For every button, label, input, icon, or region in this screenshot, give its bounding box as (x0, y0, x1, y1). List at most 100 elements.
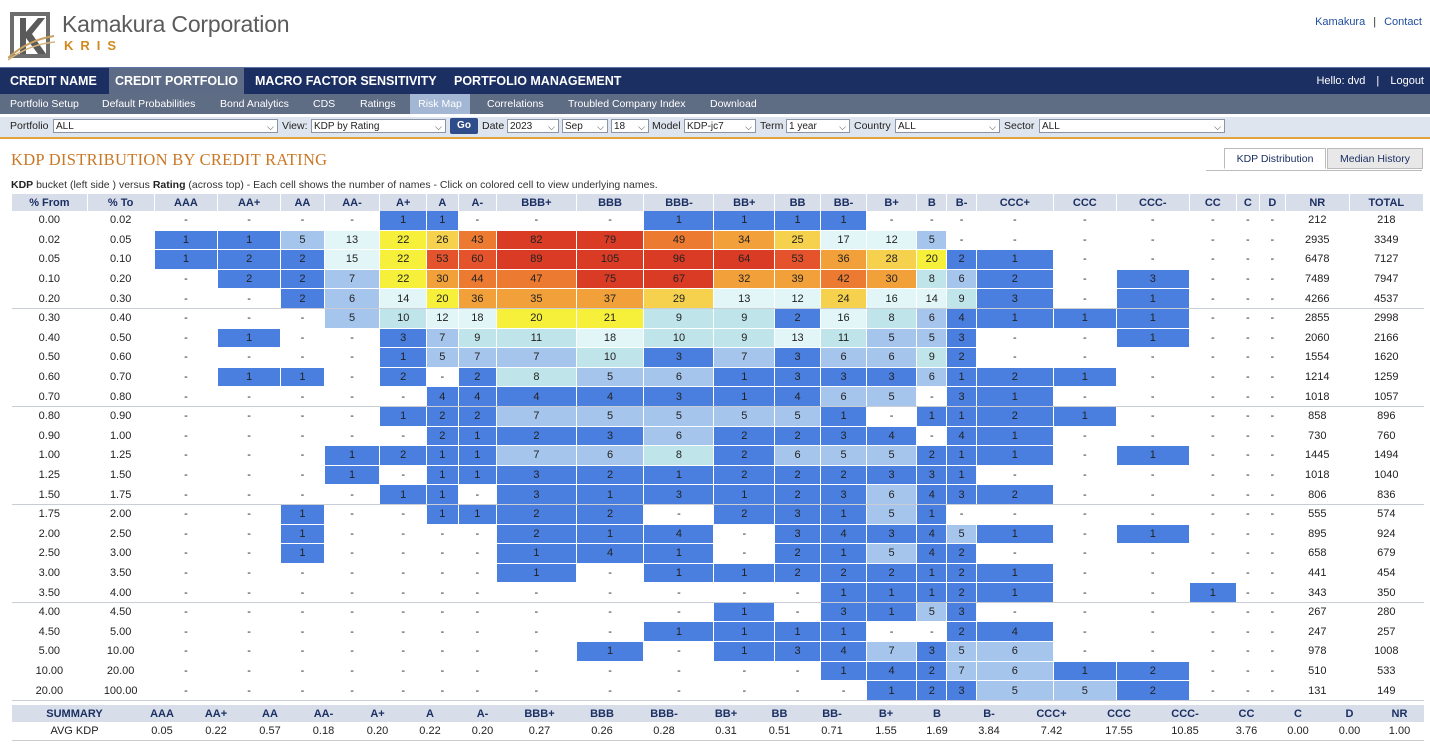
rating-count-cell[interactable]: 1 (820, 211, 868, 231)
subnav-cds[interactable]: CDS (313, 98, 336, 110)
rating-count-cell[interactable]: 5 (426, 347, 459, 368)
rating-count-cell[interactable]: 9 (643, 308, 715, 329)
rating-count-cell[interactable]: 16 (866, 288, 918, 309)
rating-count-cell[interactable]: 1 (458, 504, 498, 525)
rating-count-cell[interactable]: 4 (458, 386, 498, 407)
rating-count-cell[interactable]: 2 (946, 543, 977, 564)
rating-count-cell[interactable]: 1 (976, 582, 1055, 603)
date-day-select[interactable]: 18 ⌵ (611, 119, 649, 133)
rating-count-cell[interactable]: 1 (379, 484, 428, 505)
rating-count-cell[interactable]: 3 (576, 426, 645, 447)
rating-count-cell[interactable]: 43 (458, 230, 498, 251)
date-year-select[interactable]: 2023 ⌵ (507, 119, 559, 133)
rating-count-cell[interactable]: 2 (774, 484, 822, 505)
rating-count-cell[interactable]: 2 (280, 288, 325, 309)
rating-count-cell[interactable]: 7 (458, 347, 498, 368)
rating-count-cell[interactable]: 3 (1116, 269, 1190, 290)
rating-count-cell[interactable]: 2 (217, 249, 281, 270)
rating-count-cell[interactable]: 1 (1116, 308, 1190, 329)
rating-count-cell[interactable]: 4 (866, 661, 918, 682)
rating-count-cell[interactable]: 2 (774, 563, 822, 584)
rating-count-cell[interactable]: 1 (916, 406, 948, 427)
sector-select[interactable]: ALL ⌵ (1039, 119, 1225, 133)
rating-count-cell[interactable]: 6 (643, 426, 715, 447)
rating-count-cell[interactable]: 18 (458, 308, 498, 329)
rating-count-cell[interactable]: 13 (713, 288, 776, 309)
rating-count-cell[interactable]: 2 (1116, 661, 1190, 682)
rating-count-cell[interactable]: 1 (1053, 367, 1117, 388)
rating-count-cell[interactable]: 2 (426, 406, 459, 427)
rating-count-cell[interactable]: 1 (576, 484, 645, 505)
rating-count-cell[interactable]: 20 (496, 308, 577, 329)
rating-count-cell[interactable]: 3 (866, 367, 918, 388)
rating-count-cell[interactable]: 1 (916, 563, 948, 584)
rating-count-cell[interactable]: 6 (866, 347, 918, 368)
rating-count-cell[interactable]: 1 (379, 347, 428, 368)
rating-count-cell[interactable]: 2 (976, 406, 1055, 427)
rating-count-cell[interactable]: 20 (426, 288, 459, 309)
rating-count-cell[interactable]: 2 (1116, 680, 1190, 701)
rating-count-cell[interactable]: 1 (426, 504, 459, 525)
rating-count-cell[interactable]: 1 (280, 543, 325, 564)
rating-count-cell[interactable]: 5 (946, 641, 977, 662)
rating-count-cell[interactable]: 5 (576, 406, 645, 427)
rating-count-cell[interactable]: 2 (774, 426, 822, 447)
rating-count-cell[interactable]: 1 (643, 621, 715, 643)
rating-count-cell[interactable]: 1 (774, 211, 822, 231)
rating-count-cell[interactable]: 9 (458, 328, 498, 349)
rating-count-cell[interactable]: 1 (280, 367, 325, 388)
rating-count-cell[interactable]: 2 (916, 445, 948, 466)
rating-count-cell[interactable]: 1 (1116, 288, 1190, 309)
term-select[interactable]: 1 year ⌵ (786, 119, 850, 133)
rating-count-cell[interactable]: 3 (946, 484, 977, 505)
rating-count-cell[interactable]: 37 (576, 288, 645, 309)
rating-count-cell[interactable]: 26 (426, 230, 459, 251)
rating-count-cell[interactable]: 1 (946, 445, 977, 466)
rating-count-cell[interactable]: 18 (576, 328, 645, 349)
rating-count-cell[interactable]: 5 (280, 230, 325, 251)
rating-count-cell[interactable]: 39 (774, 269, 822, 290)
rating-count-cell[interactable]: 3 (643, 386, 715, 407)
rating-count-cell[interactable]: 2 (774, 543, 822, 564)
rating-count-cell[interactable]: 4 (820, 641, 868, 662)
rating-count-cell[interactable]: 1 (217, 230, 281, 251)
rating-count-cell[interactable]: 2 (496, 426, 577, 447)
subnav-download[interactable]: Download (710, 98, 757, 110)
rating-count-cell[interactable]: 9 (916, 347, 948, 368)
rating-count-cell[interactable]: 2 (217, 269, 281, 290)
rating-count-cell[interactable]: 44 (458, 269, 498, 290)
rating-count-cell[interactable]: 8 (916, 269, 948, 290)
rating-count-cell[interactable]: 5 (946, 524, 977, 545)
rating-count-cell[interactable]: 3 (946, 602, 977, 623)
nav-macro-factor-sensitivity[interactable]: MACRO FACTOR SENSITIVITY (255, 74, 437, 88)
rating-count-cell[interactable]: 2 (576, 504, 645, 525)
contact-link[interactable]: Contact (1384, 16, 1422, 28)
rating-count-cell[interactable]: 9 (946, 288, 977, 309)
rating-count-cell[interactable]: 3 (946, 328, 977, 349)
rating-count-cell[interactable]: 5 (643, 406, 715, 427)
rating-count-cell[interactable]: 6 (866, 484, 918, 505)
rating-count-cell[interactable]: 4 (946, 308, 977, 329)
rating-count-cell[interactable]: 1 (1116, 524, 1190, 545)
rating-count-cell[interactable]: 6 (820, 347, 868, 368)
rating-count-cell[interactable]: 2 (820, 563, 868, 584)
rating-count-cell[interactable]: 1 (1189, 582, 1237, 603)
rating-count-cell[interactable]: 2 (496, 524, 577, 545)
rating-count-cell[interactable]: 42 (820, 269, 868, 290)
rating-count-cell[interactable]: 36 (820, 249, 868, 270)
rating-count-cell[interactable]: 4 (946, 426, 977, 447)
rating-count-cell[interactable]: 7 (866, 641, 918, 662)
rating-count-cell[interactable]: 2 (713, 504, 776, 525)
rating-count-cell[interactable]: 7 (426, 328, 459, 349)
rating-count-cell[interactable]: 2 (946, 249, 977, 270)
rating-count-cell[interactable]: 1 (426, 445, 459, 466)
rating-count-cell[interactable]: 3 (820, 602, 868, 623)
rating-count-cell[interactable]: 3 (774, 347, 822, 368)
rating-count-cell[interactable]: 7 (496, 347, 577, 368)
rating-count-cell[interactable]: 2 (713, 465, 776, 486)
rating-count-cell[interactable]: 1 (1116, 445, 1190, 466)
rating-count-cell[interactable]: 2 (916, 680, 948, 701)
rating-count-cell[interactable]: 2 (458, 406, 498, 427)
rating-count-cell[interactable]: 6 (324, 288, 381, 309)
rating-count-cell[interactable]: 22 (379, 269, 428, 290)
